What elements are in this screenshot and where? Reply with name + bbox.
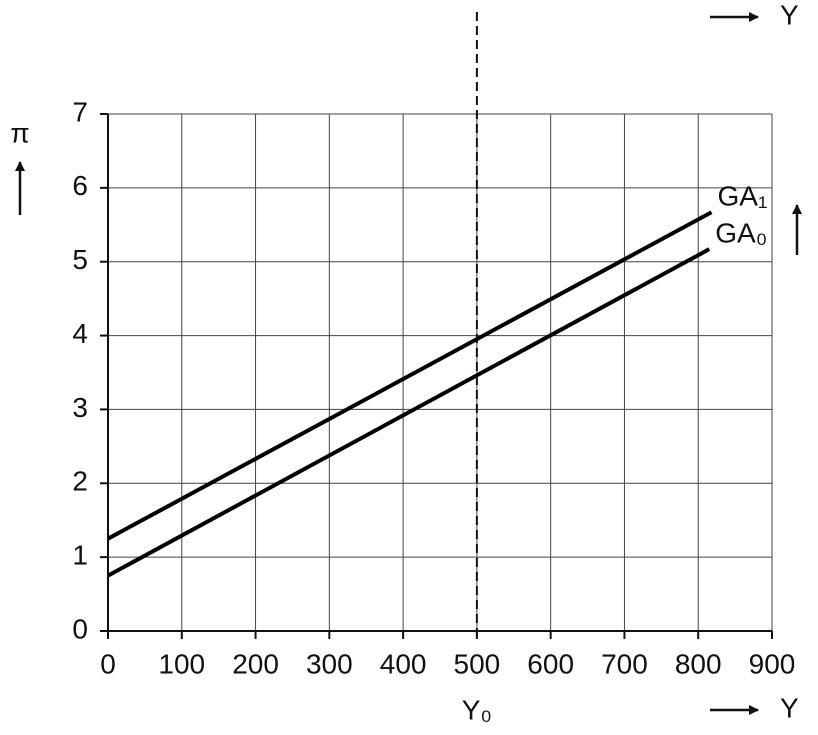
y-tick-label: 2: [72, 466, 88, 497]
x-tick-label: 400: [380, 648, 427, 679]
series-line: [107, 247, 711, 578]
y-tick-label: 0: [72, 613, 88, 644]
y-tick-label: 6: [72, 170, 88, 201]
x-tick-label: 800: [675, 648, 722, 679]
series-label: GA₁: [718, 181, 768, 212]
x-tick-label: 100: [158, 648, 205, 679]
y-tick-label: 1: [72, 540, 88, 571]
x-tick-label: 900: [749, 648, 796, 679]
marks: [107, 12, 713, 641]
y-tick-label: 3: [72, 392, 88, 423]
x-tick-label: 700: [601, 648, 648, 679]
y-tick-label: 4: [72, 318, 88, 349]
x-tick-label: 300: [306, 648, 353, 679]
x-tick-label: 500: [454, 648, 501, 679]
y-tick-label: 7: [72, 96, 88, 127]
grid: [100, 113, 773, 639]
x-tick-label: 200: [232, 648, 279, 679]
y-tick-label: 5: [72, 244, 88, 275]
series-line: [107, 210, 713, 541]
y-axis-label: π: [10, 117, 29, 148]
x-tick-label: 600: [527, 648, 574, 679]
series-label: GA₀: [715, 218, 767, 249]
x-axis-label: Y: [780, 692, 799, 723]
top-label: Y: [780, 0, 799, 30]
x-tick-label: 0: [100, 648, 116, 679]
marker-label: Y₀: [462, 694, 492, 725]
